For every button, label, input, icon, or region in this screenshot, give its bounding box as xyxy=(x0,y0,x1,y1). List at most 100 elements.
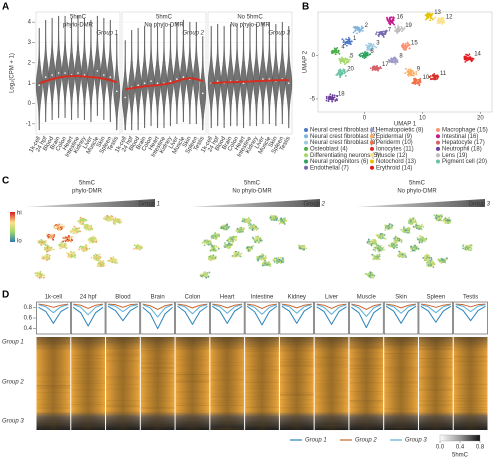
heatmap-texture xyxy=(314,337,349,339)
profile-line xyxy=(212,303,243,309)
heatmap-texture xyxy=(71,355,106,356)
heatmap-texture xyxy=(210,397,245,399)
cell-dot xyxy=(111,260,114,263)
x-axis-label: UMAP 1 xyxy=(394,122,417,128)
violin xyxy=(272,24,280,127)
heatmap-texture xyxy=(140,425,175,426)
point xyxy=(408,47,411,50)
heatmap-texture xyxy=(210,404,245,406)
cell-dot xyxy=(302,246,305,249)
heatmap-texture xyxy=(106,361,140,362)
legend-swatch xyxy=(304,134,308,139)
heatmap-texture xyxy=(36,381,71,382)
cell-dot xyxy=(88,247,91,250)
heatmap-texture xyxy=(175,426,210,427)
point xyxy=(371,48,374,50)
heatmap-texture xyxy=(175,372,210,373)
heatmap-texture xyxy=(314,350,349,352)
cell-dot xyxy=(261,261,264,264)
point xyxy=(467,58,470,61)
heatmap-texture xyxy=(279,363,314,365)
cluster xyxy=(463,53,475,63)
point xyxy=(371,44,374,47)
point xyxy=(345,44,348,47)
violin xyxy=(266,21,273,125)
heatmap-texture xyxy=(384,408,418,409)
point xyxy=(464,60,467,63)
cell-dot xyxy=(258,238,261,240)
heatmap-center xyxy=(279,337,314,430)
heatmap-texture xyxy=(453,420,488,421)
legend-swatch xyxy=(370,146,374,151)
point xyxy=(397,24,399,27)
point xyxy=(468,53,471,56)
cell-dot xyxy=(104,216,107,218)
heatmap-texture xyxy=(106,351,140,353)
cell-dot xyxy=(94,253,97,256)
point xyxy=(354,25,357,28)
cell-dot xyxy=(416,225,418,228)
cell-dot xyxy=(251,228,254,231)
cell-dot xyxy=(43,248,46,251)
heatmap-texture xyxy=(314,387,349,389)
cell-dot xyxy=(441,258,444,261)
heatmap-texture xyxy=(279,393,314,395)
heatmap-texture xyxy=(36,385,71,386)
heatmap-texture xyxy=(418,358,453,359)
cell-dot xyxy=(225,228,228,231)
point xyxy=(373,45,376,48)
point xyxy=(348,41,351,43)
point xyxy=(391,58,394,60)
cell-dot xyxy=(81,248,83,251)
cell-dot xyxy=(140,247,143,250)
cell-dot xyxy=(48,257,51,260)
point xyxy=(429,19,432,22)
profile-line xyxy=(142,304,173,318)
point xyxy=(470,59,473,62)
cell-dot xyxy=(50,249,53,251)
heatmap-center xyxy=(453,337,488,430)
cell-dot xyxy=(103,217,105,220)
heatmap-texture xyxy=(314,429,349,431)
heatmap-texture xyxy=(245,385,279,387)
group-title: No 5hmC xyxy=(237,15,263,21)
heatmap-texture xyxy=(384,412,418,413)
heatmap-texture xyxy=(140,400,175,402)
heatmap-texture xyxy=(453,398,488,399)
cell-dot xyxy=(377,247,379,249)
heatmap-texture xyxy=(453,372,488,374)
heatmap-texture xyxy=(140,407,175,409)
cell-dot xyxy=(76,230,79,233)
violin xyxy=(186,21,194,125)
heatmap-texture xyxy=(453,417,488,418)
heatmap-texture xyxy=(140,351,175,353)
point xyxy=(394,26,397,28)
heatmap-texture xyxy=(418,404,453,405)
heatmap-texture xyxy=(314,358,349,359)
median-dot xyxy=(242,82,245,84)
cell-dot xyxy=(371,243,374,246)
cell-dot xyxy=(74,254,77,257)
column-title: Testis xyxy=(463,295,478,301)
cell-dot xyxy=(216,234,219,237)
heatmap-texture xyxy=(71,358,106,359)
x-tick-label: 10 xyxy=(419,116,426,122)
cell-dot xyxy=(398,252,401,255)
cell-dot xyxy=(297,244,300,247)
profile-line xyxy=(212,305,243,324)
point xyxy=(437,76,439,79)
heatmap-texture xyxy=(140,337,175,339)
heatmap-texture xyxy=(175,356,210,358)
point xyxy=(403,27,406,29)
profile-frame xyxy=(279,301,314,335)
cell-dot xyxy=(368,274,371,277)
point xyxy=(397,29,400,32)
cell-dot xyxy=(242,219,245,222)
cell-dot xyxy=(368,239,371,242)
cell-dot xyxy=(374,246,377,249)
heatmap-texture xyxy=(71,404,106,405)
cell-dot xyxy=(73,225,76,228)
cell-dot xyxy=(224,225,227,228)
cell-dot xyxy=(462,247,464,250)
